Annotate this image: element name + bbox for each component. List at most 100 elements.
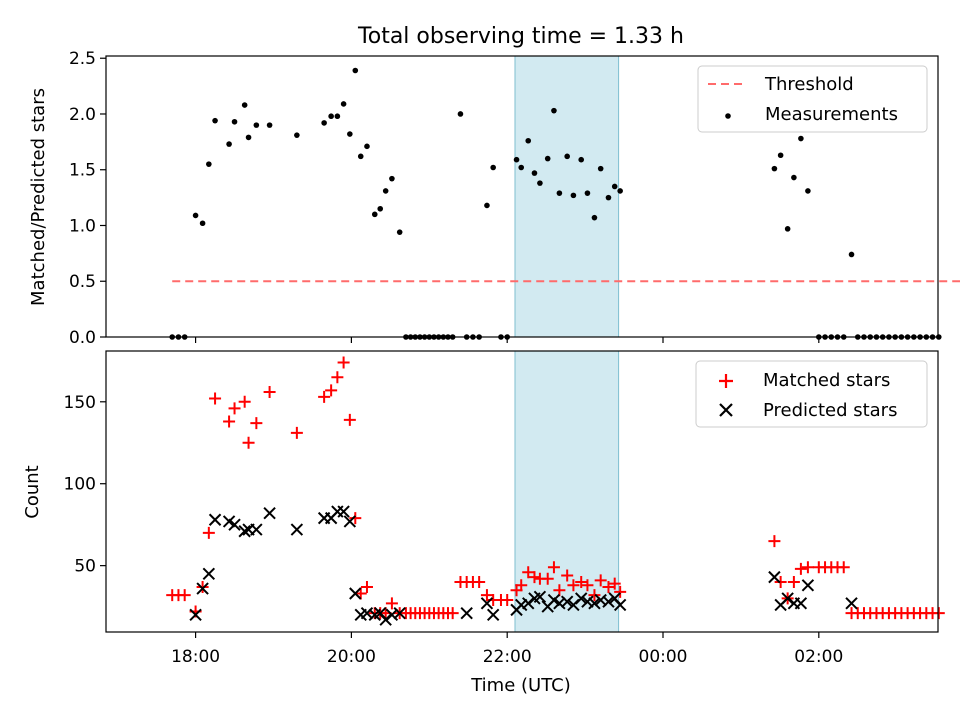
matched-star-marker bbox=[932, 607, 945, 620]
matched-star-marker bbox=[473, 576, 486, 589]
matched-star-marker bbox=[575, 576, 588, 589]
predicted-star-marker bbox=[196, 582, 209, 595]
predicted-star-marker bbox=[768, 570, 781, 584]
predicted-star-marker bbox=[613, 598, 627, 612]
matched-star-marker bbox=[196, 580, 209, 593]
matched-star-marker bbox=[228, 402, 241, 415]
measurement-point bbox=[266, 122, 273, 128]
matched-star-marker bbox=[581, 579, 594, 592]
matched-star-marker bbox=[242, 436, 255, 449]
matched-star-marker bbox=[501, 594, 514, 607]
xtick-label: 18:00 bbox=[171, 647, 220, 667]
measurement-point bbox=[253, 122, 260, 128]
xtick-label: 22:00 bbox=[483, 647, 532, 667]
top-axes-frame bbox=[105, 55, 939, 338]
ytick-label: 150 bbox=[64, 393, 96, 413]
measurement-point bbox=[544, 155, 551, 162]
measurement-point bbox=[570, 192, 577, 199]
measurement-point bbox=[551, 107, 557, 114]
measurement-point bbox=[584, 190, 591, 196]
matched-star-marker bbox=[768, 535, 781, 548]
matched-star-marker bbox=[837, 561, 850, 574]
measurement-point bbox=[784, 226, 791, 232]
ytick-label: 0.5 bbox=[69, 272, 96, 292]
measurement-point bbox=[328, 113, 334, 120]
bottom-panel: 50 100 150 18:00 20:00 22:00 00:00 02:00 Count… bbox=[22, 350, 945, 696]
matched-star-marker bbox=[263, 385, 276, 398]
predicted-star-marker bbox=[588, 597, 601, 610]
legend-matched-swatch bbox=[719, 374, 733, 388]
matched-star-marker bbox=[602, 580, 615, 593]
matched-star-marker bbox=[290, 426, 303, 439]
measurement-point bbox=[518, 164, 525, 171]
matched-star-marker bbox=[567, 579, 580, 592]
ytick-label: 100 bbox=[64, 475, 96, 495]
measurement-point bbox=[531, 170, 538, 176]
predicted-star-marker bbox=[393, 606, 406, 620]
matched-star-marker bbox=[774, 576, 787, 589]
predicted-star-marker bbox=[794, 597, 808, 610]
matched-star-marker bbox=[238, 395, 251, 408]
measurement-point bbox=[935, 334, 942, 340]
ytick-label: 2.0 bbox=[69, 105, 96, 125]
top-legend: Threshold Measurements bbox=[697, 65, 928, 133]
predicted-star-marker bbox=[208, 513, 222, 526]
ytick-label: 0.0 bbox=[69, 328, 96, 348]
measurement-point bbox=[513, 156, 520, 163]
matched-star-marker bbox=[223, 415, 236, 428]
measurement-point bbox=[771, 165, 778, 172]
xtick-label: 02:00 bbox=[794, 647, 843, 667]
predicted-star-marker bbox=[801, 579, 815, 592]
top-shaded-region bbox=[514, 55, 620, 338]
measurement-point bbox=[490, 164, 496, 171]
matched-star-marker bbox=[385, 597, 398, 610]
measurement-point bbox=[564, 153, 570, 160]
measurement-point bbox=[591, 214, 598, 221]
measurement-point bbox=[352, 67, 359, 74]
measurement-point bbox=[245, 134, 252, 141]
bottom-legend: Matched stars Predicted stars bbox=[695, 360, 928, 428]
measurement-point bbox=[578, 156, 585, 163]
measurement-point bbox=[617, 188, 623, 194]
ytick-label: 1.0 bbox=[69, 216, 96, 236]
matched-star-marker bbox=[528, 571, 541, 584]
matched-star-marker bbox=[360, 580, 373, 593]
measurement-point bbox=[340, 101, 347, 107]
matched-star-marker bbox=[480, 589, 493, 602]
matched-star-marker bbox=[209, 392, 222, 405]
predicted-star-marker bbox=[533, 590, 547, 603]
matched-star-marker bbox=[801, 561, 814, 574]
matched-star-marker bbox=[561, 569, 574, 582]
legend-measurements-label: Measurements bbox=[765, 104, 898, 125]
predicted-star-marker bbox=[228, 518, 241, 531]
matched-star-marker bbox=[553, 584, 566, 597]
matched-star-marker bbox=[541, 572, 554, 585]
predicted-star-marker bbox=[460, 606, 473, 620]
measurement-point bbox=[294, 132, 300, 138]
matched-star-marker bbox=[337, 356, 350, 369]
legend-threshold-label: Threshold bbox=[764, 74, 854, 95]
measurement-point bbox=[206, 161, 212, 167]
measurement-point bbox=[321, 120, 327, 126]
measurement-point bbox=[199, 220, 206, 227]
measurement-point bbox=[848, 251, 855, 258]
predicted-star-marker bbox=[349, 587, 362, 600]
top-panel: 0.0 0.5 1.0 1.5 2.0 2.5 Matched/Predicted sta… bbox=[28, 49, 960, 348]
measurement-point bbox=[556, 190, 563, 196]
predicted-star-marker bbox=[574, 592, 588, 605]
ytick-label: 1.5 bbox=[69, 161, 96, 181]
measurement-point bbox=[611, 183, 618, 190]
measurement-point bbox=[192, 212, 199, 219]
measurement-point bbox=[805, 188, 811, 194]
measurement-point bbox=[791, 174, 797, 181]
legend-predicted-label: Predicted stars bbox=[763, 400, 897, 421]
matched-star-marker bbox=[794, 562, 807, 575]
matched-star-marker bbox=[202, 526, 215, 539]
matched-star-marker bbox=[522, 566, 535, 579]
bottom-xlabel: Time (UTC) bbox=[470, 675, 571, 696]
matched-star-marker bbox=[608, 577, 621, 590]
measurement-point bbox=[389, 175, 395, 182]
matched-star-marker bbox=[343, 413, 356, 426]
measurement-point bbox=[377, 205, 384, 212]
matched-star-marker bbox=[250, 417, 263, 430]
